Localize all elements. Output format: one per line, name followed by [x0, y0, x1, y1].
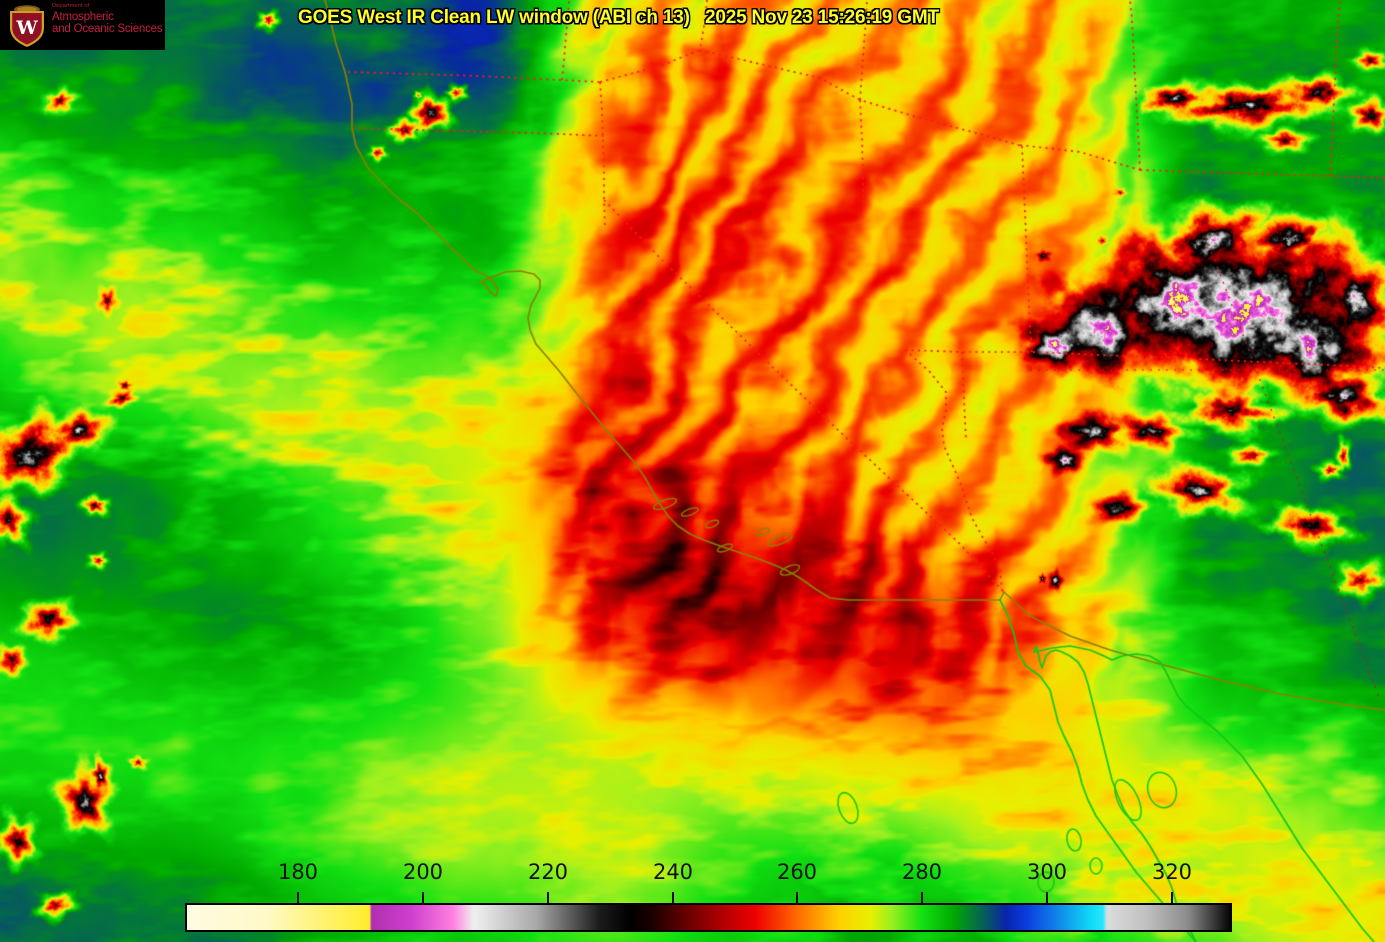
- colorbar-tick-label: 220: [527, 860, 569, 884]
- colorbar-tick-label: 280: [901, 860, 943, 884]
- colorbar-tick-label: 200: [402, 860, 444, 884]
- colorbar-tick-label: 320: [1151, 860, 1193, 884]
- logo-name-line-2: and Oceanic Sciences: [52, 22, 163, 35]
- colorbar-tick-mark: [1046, 892, 1048, 903]
- colorbar-tick-marks: [0, 892, 1385, 903]
- colorbar-gradient-bar: [185, 903, 1232, 932]
- colorbar-tick-mark: [921, 892, 923, 903]
- page-title: GOES West IR Clean LW window (ABI ch 13)…: [298, 7, 939, 28]
- logo-name-line-1: Atmospheric: [52, 10, 114, 23]
- uw-crest-icon: W: [10, 5, 44, 47]
- colorbar-tick-mark: [796, 892, 798, 903]
- svg-text:W: W: [15, 17, 38, 39]
- colorbar-tick-mark: [297, 892, 299, 903]
- colorbar-tick-label: 300: [1026, 860, 1068, 884]
- colorbar-gradient: [187, 905, 1230, 930]
- colorbar-tick-mark: [422, 892, 424, 903]
- logo-dept-line: Department of: [52, 3, 90, 9]
- colorbar-tick-mark: [547, 892, 549, 903]
- colorbar-tick-mark: [1171, 892, 1173, 903]
- uw-aos-logo-banner: W Department of Atmospheric and Oceanic …: [0, 0, 165, 50]
- colorbar: 180 200 220 240 260 280 300 320: [0, 860, 1385, 942]
- colorbar-tick-label: 180: [277, 860, 319, 884]
- colorbar-tick-label: 240: [652, 860, 694, 884]
- colorbar-tick-mark: [672, 892, 674, 903]
- logo-text-block: Department of Atmospheric and Oceanic Sc…: [52, 3, 164, 35]
- colorbar-tick-label: 260: [776, 860, 818, 884]
- colorbar-tick-labels: 180 200 220 240 260 280 300 320: [0, 860, 1385, 896]
